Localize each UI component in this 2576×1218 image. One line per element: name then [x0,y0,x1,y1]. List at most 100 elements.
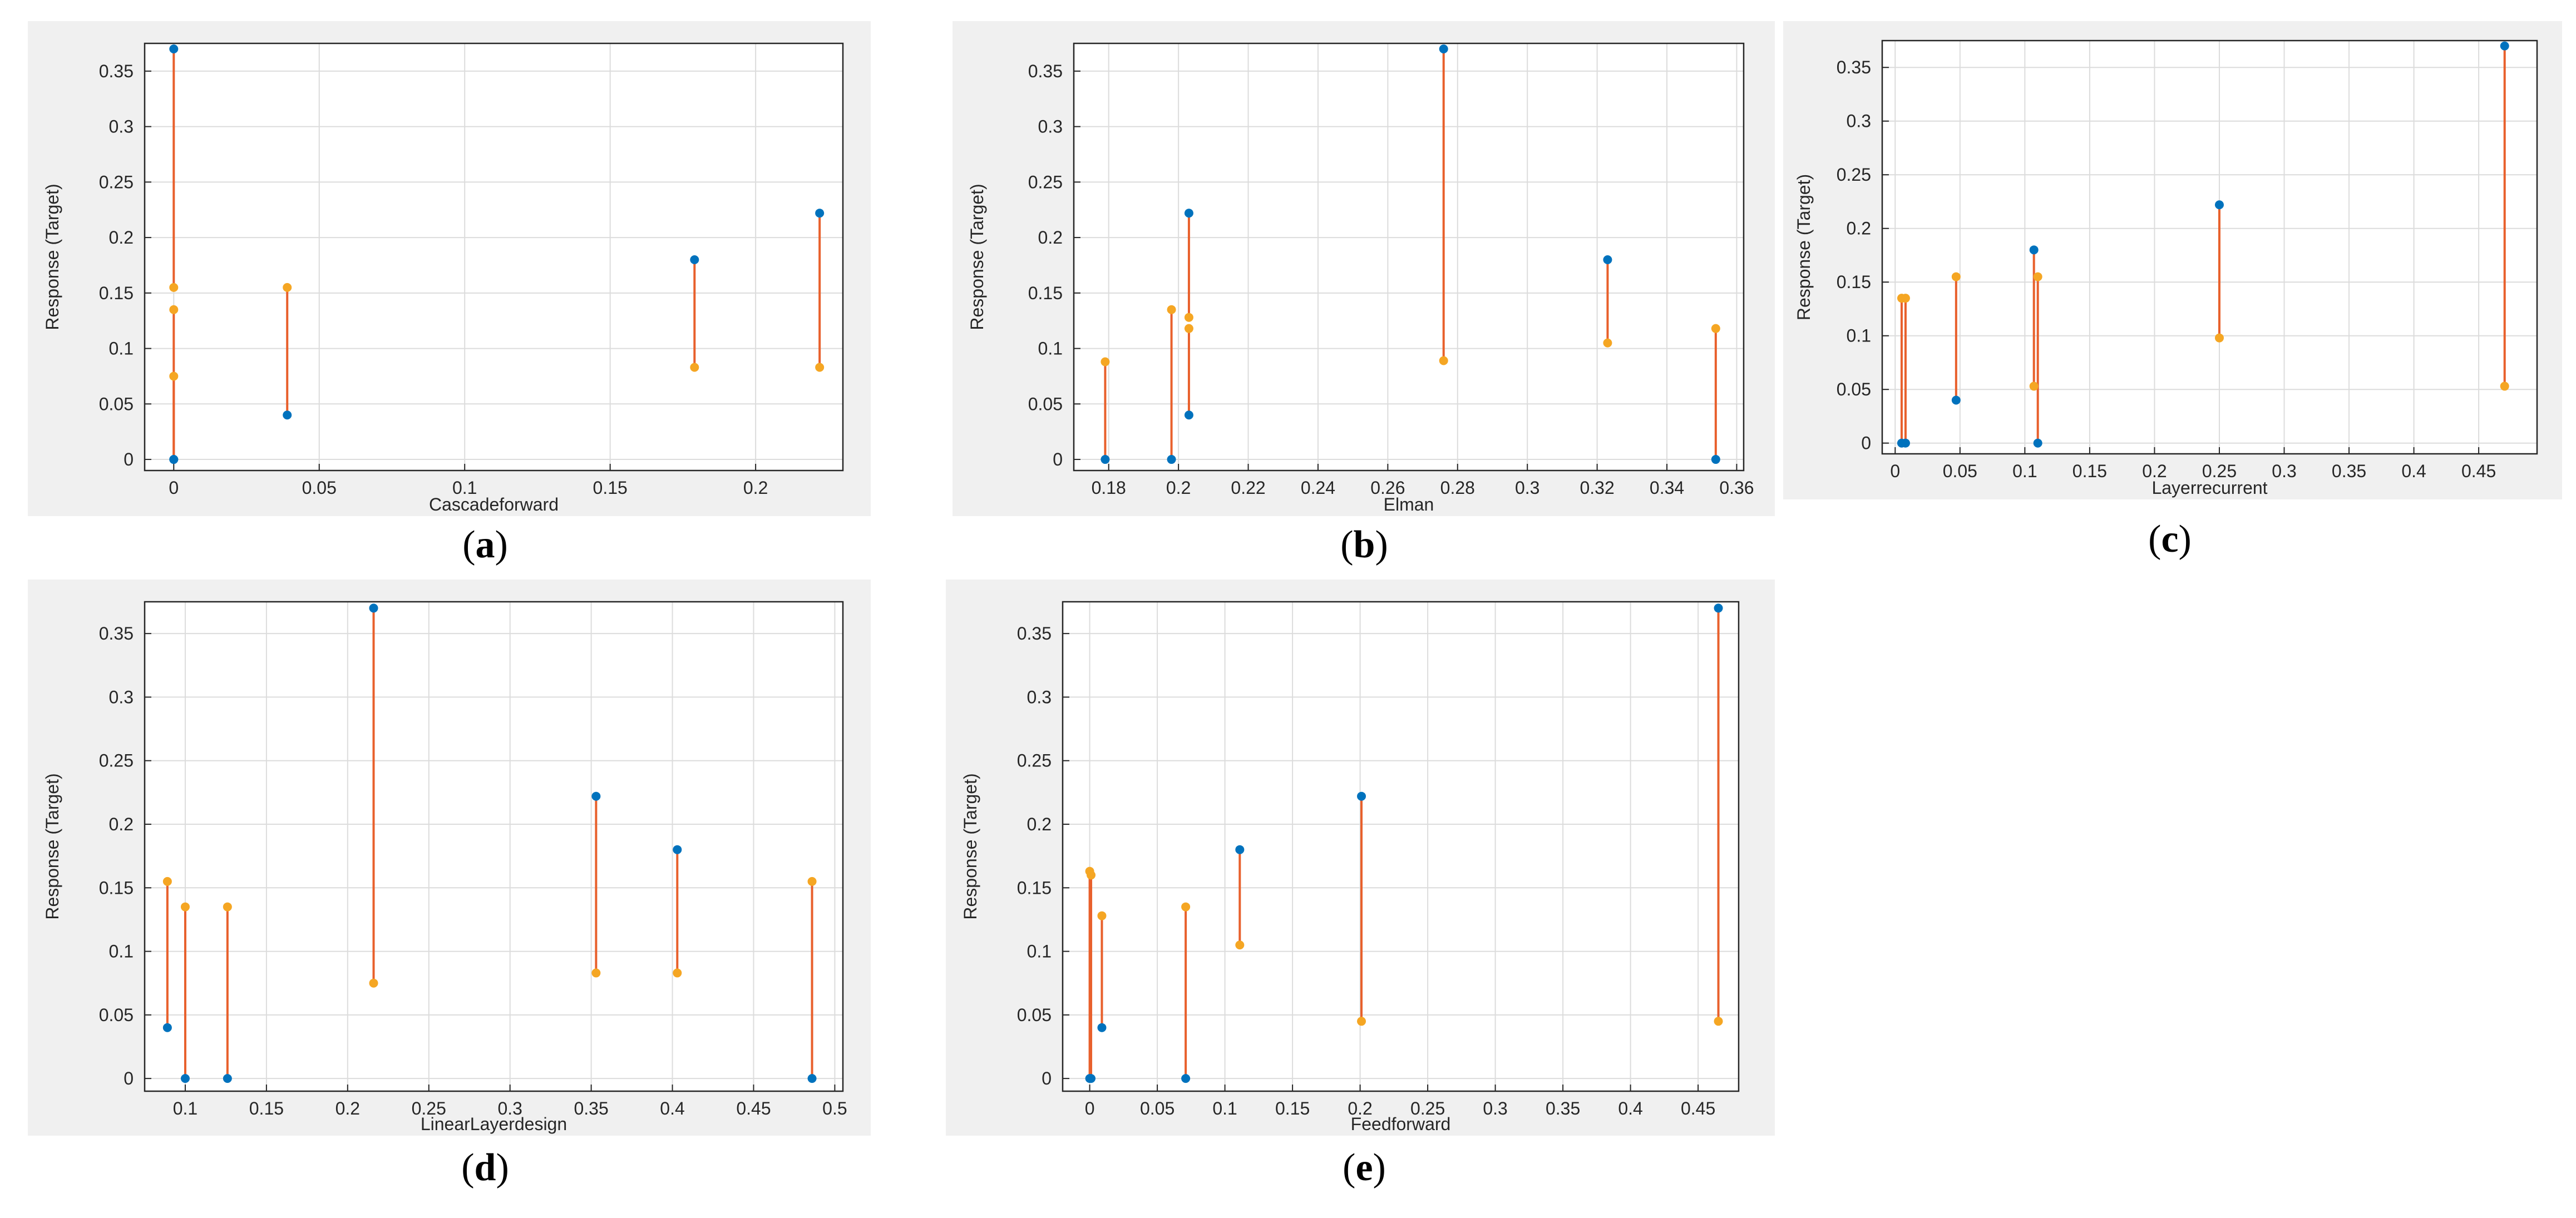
x-tick-label: 0.2 [2142,461,2167,481]
x-tick-label: 0.05 [1140,1098,1175,1118]
y-tick-label: 0.15 [1028,283,1063,303]
true-point [2500,41,2509,51]
x-tick-label: 0.28 [1440,478,1475,498]
y-tick-label: 0.3 [109,117,134,137]
y-axis-label: Response (Target) [1794,174,1814,320]
y-tick-label: 0.2 [1847,219,1871,239]
true-point [807,1074,817,1083]
y-tick-label: 0.35 [1017,623,1052,643]
x-tick-label: 0.15 [1275,1098,1310,1118]
x-tick-label: 0.4 [1618,1098,1642,1118]
y-tick-label: 0.25 [99,751,134,771]
true-point [169,455,179,464]
predicted-point [1603,338,1612,348]
predicted-point [1711,324,1720,333]
true-point [1181,1074,1191,1083]
predicted-point [169,305,179,314]
true-point [690,255,699,264]
x-tick-label: 0.3 [497,1098,522,1118]
x-tick-label: 0.3 [2272,461,2296,481]
true-point [1951,395,1961,405]
y-tick-label: 0.15 [99,283,134,303]
x-axis-label: LinearLayerdesign [421,1114,567,1134]
caption-e: (e) [1343,1146,1386,1189]
predicted-point [591,968,601,978]
predicted-point [1087,870,1096,880]
caption-c: (c) [2148,518,2192,561]
axes-background [145,43,843,471]
x-tick-label: 0.2 [335,1098,360,1118]
x-tick-label: 0.05 [1943,461,1977,481]
panel-e: 0 0.05 0.1 0.15 0.2 0.25 0.3 0.35 0.4 0.45 0 0.05 0.… [946,580,1775,1136]
x-tick-label: 0.35 [2332,461,2366,481]
true-point [369,603,378,613]
y-tick-label: 0.35 [1028,61,1063,81]
true-point [591,791,601,801]
true-point [1603,255,1612,264]
y-tick-label: 0 [1861,433,1871,453]
y-tick-label: 0.35 [99,623,134,643]
x-tick-label: 0.35 [574,1098,608,1118]
y-tick-label: 0.3 [109,687,134,707]
panel-b: 0.18 0.2 0.22 0.24 0.26 0.28 0.3 0.32 0.34 0.36 0 0… [953,21,1775,516]
y-axis-label: Response (Target) [960,773,980,919]
x-tick-label: 0.2 [743,478,768,498]
chart-e: 0 0.05 0.1 0.15 0.2 0.25 0.3 0.35 0.4 0.45 0 0.05 0.… [960,601,1740,1134]
predicted-point [1184,324,1193,333]
caption-a: (a) [462,523,508,566]
chart-c: 0 0.05 0.1 0.15 0.2 0.25 0.3 0.35 0.4 0.45 0 0.05 0.… [1794,39,2538,498]
x-tick-label: 0.45 [736,1098,771,1118]
predicted-point [2033,272,2042,281]
predicted-point [1901,294,1910,303]
y-tick-label: 0.05 [99,394,134,414]
axes-box [1881,39,2538,455]
true-point [1901,438,1910,448]
x-tick-label: 0.3 [1483,1098,1507,1118]
y-tick-label: 0.25 [1837,165,1871,185]
predicted-point [1714,1017,1723,1026]
y-tick-label: 0.05 [1837,379,1871,399]
x-tick-label: 0.18 [1092,478,1126,498]
x-tick-label: 0.2 [1348,1098,1372,1118]
true-point [1097,1023,1107,1032]
y-tick-label: 0.15 [99,878,134,898]
true-point [223,1074,232,1083]
x-tick-label: 0.3 [1515,478,1539,498]
y-tick-label: 0.05 [99,1005,134,1025]
x-tick-label: 0.24 [1301,478,1335,498]
true-point [1167,455,1176,464]
x-tick-label: 0.15 [593,478,628,498]
predicted-point [1184,313,1193,322]
predicted-point [2029,382,2039,391]
panel-c: 0 0.05 0.1 0.15 0.2 0.25 0.3 0.35 0.4 0.45 0 0.05 0.… [1783,21,2562,499]
y-tick-label: 0.25 [1017,751,1052,771]
caption-d: (d) [461,1146,509,1189]
x-tick-label: 0.35 [1546,1098,1580,1118]
chart-b: 0.18 0.2 0.22 0.24 0.26 0.28 0.3 0.32 0.34 0.36 0 0… [967,42,1754,514]
true-point [1235,845,1245,854]
x-tick-label: 0.1 [2012,461,2037,481]
y-tick-label: 0.2 [1038,227,1063,247]
x-tick-label: 0.4 [660,1098,684,1118]
true-point [2033,438,2042,448]
y-tick-label: 0.35 [1837,57,1871,77]
caption-b: (b) [1340,523,1388,566]
predicted-point [2214,333,2224,343]
true-point [1711,455,1720,464]
predicted-point [1097,911,1107,920]
y-tick-label: 0.1 [109,339,134,359]
true-point [169,44,179,53]
predicted-point [223,902,232,912]
y-tick-label: 0.1 [1038,339,1063,359]
true-point [180,1074,190,1083]
y-tick-label: 0.05 [1028,394,1063,414]
x-tick-label: 0.1 [452,478,477,498]
true-point [1439,44,1448,53]
true-point [2214,200,2224,210]
x-tick-label: 0.25 [412,1098,446,1118]
x-tick-label: 0.26 [1370,478,1405,498]
y-tick-label: 0.3 [1027,687,1052,707]
predicted-point [169,283,179,292]
y-tick-label: 0.15 [1837,272,1871,292]
x-tick-label: 0.2 [1166,478,1191,498]
